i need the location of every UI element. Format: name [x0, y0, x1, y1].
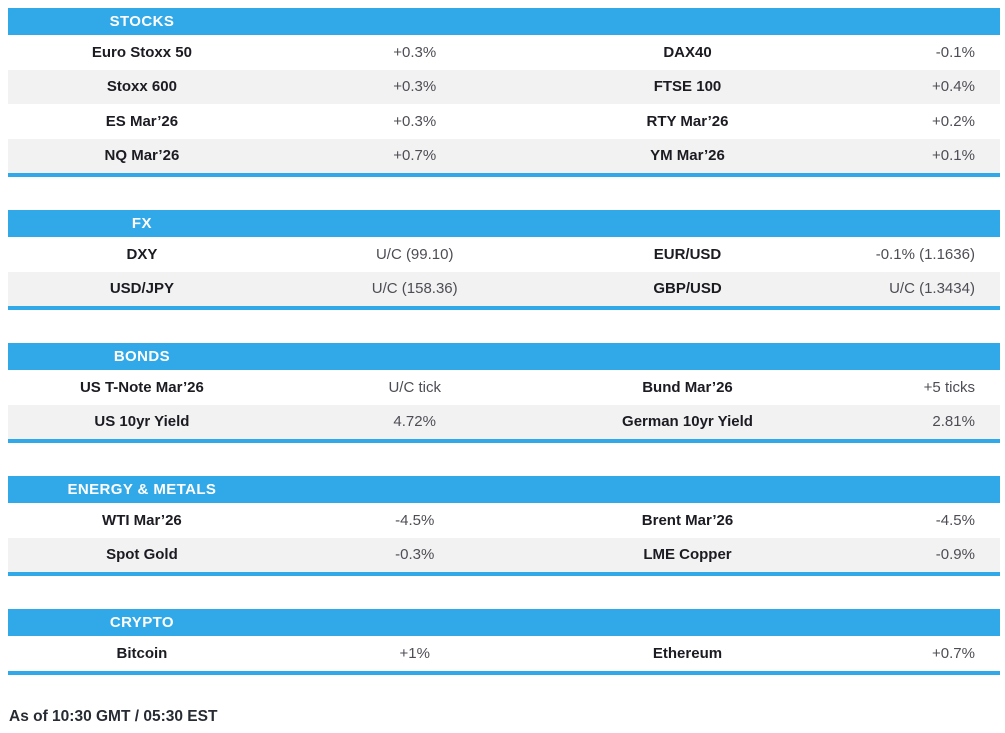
instrument-change: +0.2%: [932, 112, 975, 130]
instrument-label: US T-Note Mar’26: [79, 378, 204, 396]
instrument-label: RTY Mar’26: [646, 112, 729, 130]
market-report: STOCKS Euro Stoxx 50 +0.3% DAX40 -0.1% S…: [0, 8, 1005, 726]
instrument-change: +0.3%: [393, 112, 437, 130]
instrument-change: -0.3%: [395, 546, 435, 564]
instrument-change: -4.5%: [935, 511, 975, 529]
instrument-label: German 10yr Yield: [622, 413, 753, 431]
table-row: Euro Stoxx 50 +0.3% DAX40 -0.1%: [8, 35, 1000, 70]
section-energy-metals: ENERGY & METALS WTI Mar’26 -4.5% Brent M…: [8, 476, 1000, 576]
instrument-label: Euro Stoxx 50: [91, 43, 192, 61]
section-divider: [8, 572, 1000, 576]
instrument-change: +0.4%: [932, 78, 975, 96]
table-row: USD/JPY U/C (158.36) GBP/USD U/C (1.3434…: [8, 271, 1000, 306]
instrument-change: +5 ticks: [923, 378, 975, 396]
instrument-label: EUR/USD: [653, 245, 722, 263]
instrument-change: +0.3%: [393, 78, 437, 96]
instrument-label: WTI Mar’26: [102, 511, 182, 529]
instrument-change: U/C tick: [388, 378, 441, 396]
section-header-bonds: BONDS: [8, 343, 1000, 370]
instrument-label: NQ Mar’26: [104, 147, 180, 165]
instrument-label: Stoxx 600: [106, 78, 177, 96]
section-header-fx: FX: [8, 210, 1000, 237]
section-bonds: BONDS US T-Note Mar’26 U/C tick Bund Mar…: [8, 343, 1000, 443]
instrument-label: LME Copper: [643, 546, 732, 564]
table-row: Stoxx 600 +0.3% FTSE 100 +0.4%: [8, 69, 1000, 104]
section-title: BONDS: [113, 348, 170, 365]
table-row: US T-Note Mar’26 U/C tick Bund Mar’26 +5…: [8, 370, 1000, 405]
instrument-label: DXY: [126, 245, 158, 263]
section-header-stocks: STOCKS: [8, 8, 1000, 35]
instrument-change: U/C (1.3434): [889, 280, 975, 298]
instrument-change: +0.7%: [393, 147, 437, 165]
table-row: ES Mar’26 +0.3% RTY Mar’26 +0.2%: [8, 104, 1000, 139]
instrument-label: Bitcoin: [116, 644, 168, 662]
section-title: FX: [131, 215, 152, 232]
timestamp: As of 10:30 GMT / 05:30 EST: [9, 707, 218, 725]
table-row: WTI Mar’26 -4.5% Brent Mar’26 -4.5%: [8, 503, 1000, 538]
section-title: STOCKS: [109, 13, 175, 30]
instrument-label: FTSE 100: [653, 78, 722, 96]
section-stocks: STOCKS Euro Stoxx 50 +0.3% DAX40 -0.1% S…: [8, 8, 1000, 177]
instrument-label: GBP/USD: [653, 280, 722, 298]
instrument-change: U/C (99.10): [375, 245, 454, 263]
table-row: NQ Mar’26 +0.7% YM Mar’26 +0.1%: [8, 138, 1000, 173]
section-header-crypto: CRYPTO: [8, 609, 1000, 636]
instrument-change: +1%: [399, 644, 430, 662]
instrument-change: +0.1%: [932, 147, 975, 165]
instrument-label: Bund Mar’26: [642, 378, 733, 396]
instrument-change: -0.1% (1.1636): [875, 245, 975, 263]
instrument-label: US 10yr Yield: [94, 413, 190, 431]
section-title: ENERGY & METALS: [67, 481, 217, 498]
table-row: DXY U/C (99.10) EUR/USD -0.1% (1.1636): [8, 237, 1000, 272]
section-fx: FX DXY U/C (99.10) EUR/USD -0.1% (1.1636…: [8, 210, 1000, 310]
instrument-change: +0.3%: [393, 43, 437, 61]
instrument-label: DAX40: [663, 43, 712, 61]
instrument-change: -4.5%: [395, 511, 435, 529]
instrument-change: U/C (158.36): [371, 280, 458, 298]
instrument-label: Spot Gold: [106, 546, 178, 564]
instrument-change: +0.7%: [932, 644, 975, 662]
instrument-label: YM Mar’26: [650, 147, 725, 165]
section-divider: [8, 439, 1000, 443]
instrument-label: Ethereum: [652, 644, 723, 662]
section-header-energy-metals: ENERGY & METALS: [8, 476, 1000, 503]
table-row: Bitcoin +1% Ethereum +0.7%: [8, 636, 1000, 671]
table-row: Spot Gold -0.3% LME Copper -0.9%: [8, 537, 1000, 572]
instrument-change: -0.9%: [935, 546, 975, 564]
instrument-change: 2.81%: [932, 413, 975, 431]
instrument-change: -0.1%: [935, 43, 975, 61]
instrument-label: USD/JPY: [109, 280, 175, 298]
instrument-label: ES Mar’26: [105, 112, 179, 130]
section-divider: [8, 173, 1000, 177]
section-divider: [8, 306, 1000, 310]
section-divider: [8, 670, 1000, 675]
section-title: CRYPTO: [109, 614, 174, 631]
table-row: US 10yr Yield 4.72% German 10yr Yield 2.…: [8, 404, 1000, 439]
instrument-label: Brent Mar’26: [641, 511, 734, 529]
section-crypto: CRYPTO Bitcoin +1% Ethereum +0.7%: [8, 609, 1000, 675]
instrument-change: 4.72%: [393, 413, 436, 431]
